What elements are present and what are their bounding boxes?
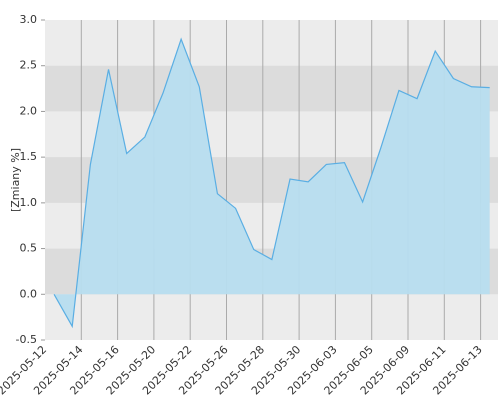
y-tick-label: 2.0 (20, 104, 38, 117)
y-axis-label: [Zmiany %] (9, 148, 22, 212)
y-tick-label: 1.0 (20, 196, 38, 209)
y-tick-label: 3.0 (20, 13, 38, 26)
y-tick-label: 0.0 (20, 287, 38, 300)
y-tick-label: 1.5 (20, 150, 38, 163)
y-tick-label: -0.5 (16, 333, 37, 346)
line (53, 37, 490, 329)
y-tick-label: 2.5 (20, 59, 38, 72)
area (54, 39, 490, 327)
y-tick-label: 0.5 (20, 242, 38, 255)
